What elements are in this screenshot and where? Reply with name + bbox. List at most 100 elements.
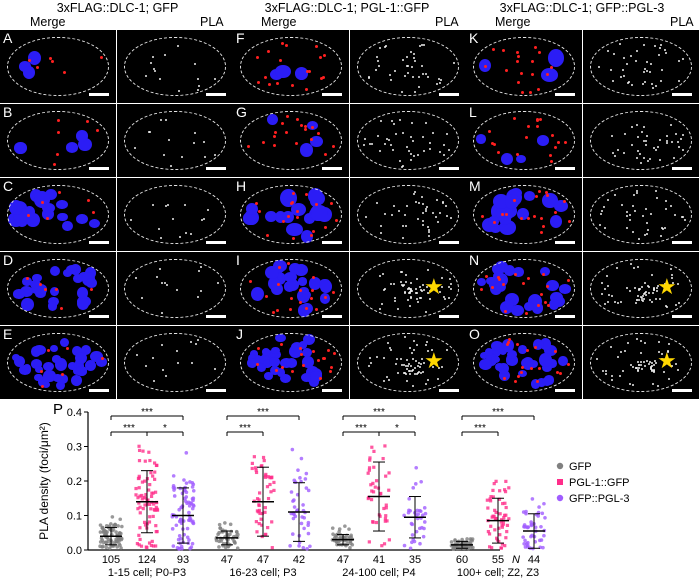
embryo-outline bbox=[239, 110, 343, 171]
data-point-square bbox=[491, 495, 495, 499]
data-point bbox=[188, 480, 192, 484]
data-point-square bbox=[253, 466, 258, 470]
data-point bbox=[523, 538, 527, 543]
data-point-square bbox=[368, 456, 372, 460]
data-point bbox=[172, 494, 177, 498]
data-point-square bbox=[500, 525, 504, 529]
data-point-square bbox=[254, 468, 258, 472]
data-point bbox=[292, 478, 297, 483]
data-point-square bbox=[372, 449, 376, 453]
scale-bar bbox=[555, 315, 575, 318]
data-point-square bbox=[137, 444, 141, 448]
data-point bbox=[337, 527, 342, 531]
data-point-square bbox=[505, 529, 509, 534]
data-point-square bbox=[486, 506, 490, 510]
legend-label: GFP::PGL-3 bbox=[569, 493, 630, 505]
data-point-square bbox=[501, 501, 505, 506]
y-tick-label: 0.1 bbox=[67, 511, 82, 523]
data-point-square bbox=[503, 488, 507, 492]
data-point-square bbox=[487, 532, 492, 536]
data-point-square bbox=[266, 475, 270, 479]
data-point bbox=[218, 526, 223, 530]
panel-letter: G bbox=[236, 104, 247, 120]
data-point bbox=[177, 533, 182, 538]
data-point bbox=[235, 546, 240, 551]
embryo-outline bbox=[356, 36, 460, 97]
significance-label: *** bbox=[123, 423, 135, 434]
data-point bbox=[178, 486, 183, 491]
data-point bbox=[219, 539, 223, 543]
column-title-pgl3: 3xFLAG::DLC-1; GFP::PGL-3 bbox=[499, 1, 665, 15]
data-point-square bbox=[153, 508, 157, 512]
data-point bbox=[219, 529, 224, 534]
data-point-square bbox=[134, 486, 138, 491]
merge-panel-o: O bbox=[466, 326, 582, 399]
data-point-square bbox=[366, 471, 370, 475]
data-point-square bbox=[141, 449, 145, 453]
n-label: 35 bbox=[409, 554, 421, 566]
data-point-square bbox=[270, 475, 274, 479]
data-point-square bbox=[151, 544, 156, 548]
data-point-square bbox=[488, 499, 493, 503]
data-point-square bbox=[137, 533, 141, 537]
pla-panel-l bbox=[583, 104, 699, 177]
data-point-square bbox=[370, 489, 374, 493]
n-label: 60 bbox=[456, 554, 468, 566]
data-point bbox=[109, 522, 113, 526]
data-point-square bbox=[503, 501, 507, 505]
data-point-square bbox=[503, 490, 508, 494]
panel-letter: B bbox=[3, 104, 13, 120]
data-point-square bbox=[154, 463, 159, 468]
data-point-square bbox=[489, 495, 493, 499]
panel-letter: F bbox=[236, 30, 245, 46]
data-point-square bbox=[149, 471, 153, 475]
merge-panel-n: N bbox=[466, 252, 582, 325]
data-point-square bbox=[137, 474, 141, 478]
data-point-square bbox=[367, 540, 371, 544]
data-point bbox=[179, 521, 184, 525]
data-point-square bbox=[384, 514, 388, 518]
legend-marker-square bbox=[557, 479, 563, 485]
data-point bbox=[530, 497, 535, 501]
data-point bbox=[290, 532, 295, 536]
data-point-square bbox=[143, 523, 148, 527]
data-point-square bbox=[384, 474, 388, 478]
group-label: 16-23 cell; P3 bbox=[229, 567, 296, 579]
legend-marker bbox=[556, 494, 564, 502]
data-point-square bbox=[383, 517, 388, 521]
data-point-square bbox=[149, 507, 153, 511]
scale-bar bbox=[206, 93, 226, 96]
data-point-square bbox=[498, 512, 502, 516]
data-point-square bbox=[144, 493, 148, 497]
data-point bbox=[293, 514, 298, 519]
data-point bbox=[465, 545, 469, 550]
n-label: 42 bbox=[293, 554, 305, 566]
data-point bbox=[184, 481, 189, 485]
scale-bar bbox=[555, 93, 575, 96]
scale-bar bbox=[672, 167, 692, 170]
significance-label: * bbox=[395, 423, 399, 434]
scale-bar bbox=[672, 389, 692, 392]
y-tick-label: 0.3 bbox=[67, 442, 82, 454]
data-point bbox=[216, 532, 220, 537]
data-point-square bbox=[134, 493, 138, 497]
data-point-square bbox=[374, 520, 378, 525]
data-point-square bbox=[372, 465, 376, 469]
data-point-square bbox=[143, 479, 147, 483]
data-point bbox=[302, 526, 306, 531]
embryo-outline bbox=[356, 332, 460, 393]
data-point-square bbox=[257, 491, 262, 495]
data-point-square bbox=[154, 505, 158, 509]
data-point bbox=[114, 539, 119, 544]
data-point-square bbox=[387, 471, 391, 475]
merge-panel-k: K bbox=[466, 30, 582, 103]
data-point-square bbox=[153, 477, 157, 481]
data-point bbox=[187, 510, 191, 515]
pla-panel-k bbox=[583, 30, 699, 103]
significance-label: *** bbox=[492, 407, 504, 418]
merge-panel-b: B bbox=[0, 104, 116, 177]
data-point bbox=[460, 537, 464, 542]
merge-panel-e: E bbox=[0, 326, 116, 399]
data-point bbox=[414, 465, 419, 470]
data-point bbox=[187, 538, 191, 542]
